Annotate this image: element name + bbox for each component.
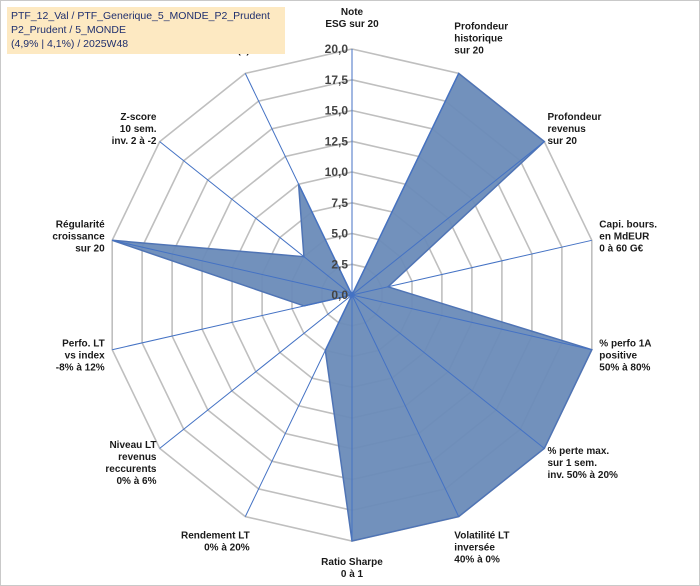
radial-tick-label: 10,0	[325, 165, 349, 179]
header-line-3: (4,9% | 4,1%) / 2025W48	[11, 38, 129, 50]
category-label-1: Note ESG sur 20	[325, 7, 379, 30]
header-line-2: P2_Prudent / 5_MONDE	[11, 24, 126, 36]
category-label-2: Profondeur historique sur 20	[454, 22, 508, 57]
category-label-4: Capi. bours. en MdEUR 0 à 60 G€	[599, 219, 657, 254]
radial-tick-label: 5,0	[331, 227, 348, 241]
portfolio-header: PTF_12_Val / PTF_Generique_5_MONDE_P2_Pr…	[7, 7, 285, 54]
axis-spoke	[351, 73, 460, 296]
category-label-10: Niveau LT revenus reccurents 0% à 6%	[105, 440, 157, 487]
category-label-8: Ratio Sharpe 0 à 1	[321, 557, 383, 580]
radial-tick-label: 20,0	[325, 42, 349, 56]
axis-spoke	[351, 141, 545, 296]
radial-tick-label: 17,5	[325, 73, 349, 87]
category-label-9: Rendement LT 0% à 20%	[181, 531, 250, 554]
category-label-5: % perfo 1A positive 50% à 80%	[599, 339, 651, 374]
header-line-1: PTF_12_Val / PTF_Generique_5_MONDE_P2_Pr…	[11, 10, 270, 22]
category-label-3: Profondeur revenus sur 20	[548, 112, 602, 147]
axis-spoke	[351, 294, 460, 517]
category-label-12: Régularité croissance sur 20	[52, 219, 105, 254]
axis-spoke	[351, 294, 545, 449]
axis-spoke	[112, 239, 353, 296]
axis-spoke	[159, 141, 353, 296]
radial-tick-label: 15,0	[325, 104, 349, 118]
radial-tick-label: 7,5	[331, 196, 348, 210]
radial-tick-label: 2,5	[331, 257, 348, 271]
axis-spoke	[112, 294, 353, 351]
category-label-7: Volatilité LT inversée 40% à 0%	[454, 531, 509, 566]
axis-spoke	[244, 294, 353, 517]
category-label-6: % perte max. sur 1 sem. inv. 50% à 20%	[548, 446, 619, 481]
radial-tick-label: 12,5	[325, 134, 349, 148]
axis-spoke	[351, 294, 592, 351]
axis-spoke	[244, 73, 353, 296]
category-label-11: Perfo. LT vs index -8% à 12%	[56, 339, 105, 374]
axis-spoke	[159, 294, 353, 449]
category-label-13: Z-score 10 sem. inv. 2 à -2	[112, 112, 157, 147]
radial-tick-label: 0,0	[331, 288, 348, 302]
axis-spoke	[351, 239, 592, 296]
